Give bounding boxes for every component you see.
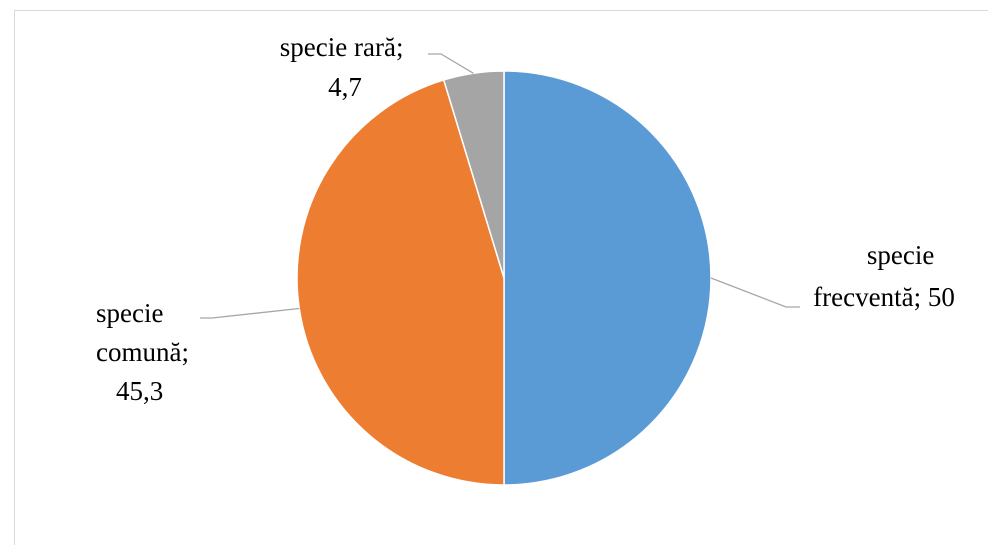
- data-label-comuna: specie comună; 45,3: [96, 298, 196, 406]
- leader-line-comuna: [200, 307, 300, 319]
- slice-frecventa: [503, 70, 712, 486]
- slice-rara: [442, 70, 505, 279]
- pie-slices: [296, 70, 712, 486]
- data-label-comuna-line-2: comună;: [96, 337, 189, 367]
- data-label-rara-line-2: 4,7: [328, 72, 362, 102]
- leader-line-frecventa: [710, 277, 800, 308]
- data-label-rara-line-1: specie rară;: [280, 32, 404, 62]
- data-label-frecventa-line-1: specie: [867, 240, 934, 270]
- data-label-frecventa: specie frecventă; 50: [813, 240, 955, 312]
- data-label-comuna-line-1: specie: [96, 298, 163, 328]
- leader-line-rara: [428, 53, 474, 74]
- data-label-comuna-line-3: 45,3: [116, 376, 163, 406]
- data-label-frecventa-line-2: frecventă; 50: [813, 282, 955, 312]
- data-label-rara: specie rară; 4,7: [280, 32, 410, 102]
- leader-lines: [200, 53, 800, 319]
